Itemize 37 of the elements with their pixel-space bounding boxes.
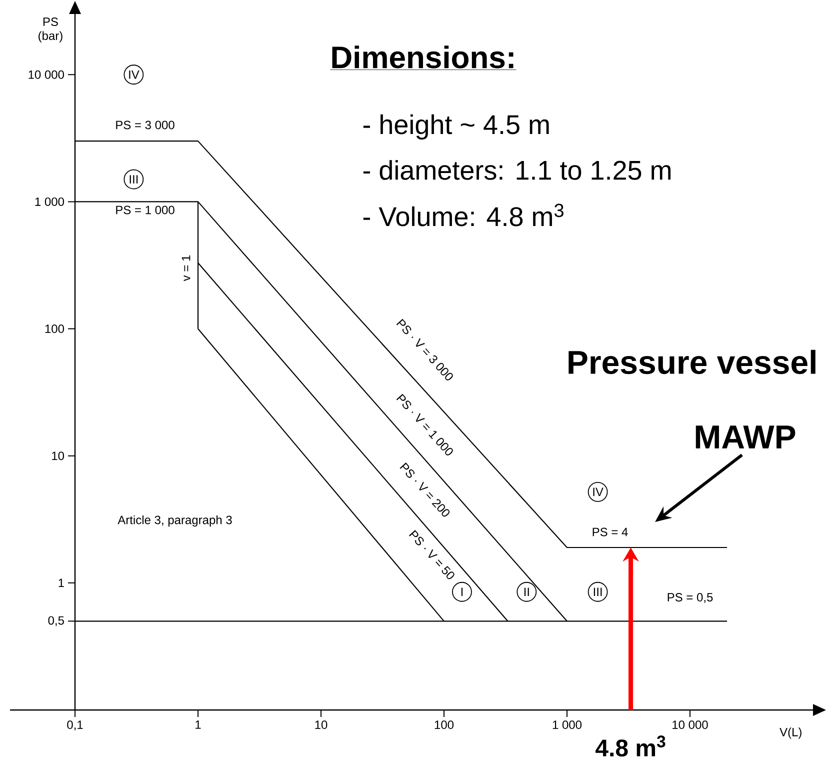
annotation: II	[524, 588, 529, 596]
y-axis-title: PS (bar)	[38, 18, 62, 42]
annotation: v = 1	[182, 255, 190, 282]
annotation: PS · V = 3 000	[396, 318, 453, 380]
y-tick-label: 10 000	[28, 70, 64, 79]
annotation: Dimensions:	[332, 46, 514, 68]
annotation: Article 3, paragraph 3	[118, 515, 232, 527]
x-tick-label: 10 000	[672, 720, 708, 729]
annotation: III	[130, 175, 138, 184]
x-axis-title: V(L)	[780, 728, 802, 739]
y-tick-label: 10	[52, 452, 64, 460]
x-tick-label: 1	[196, 720, 201, 729]
annotation: - Volume: 4.8 m$^{3}$	[363, 204, 564, 226]
annotation: PS · V = 1 000	[396, 394, 453, 456]
annotation: I	[461, 588, 463, 596]
annotation: PS = 1 000	[116, 206, 174, 214]
annotation: III	[594, 588, 602, 596]
annotation: IV	[593, 488, 604, 496]
annotation: PS = 3 000	[116, 120, 174, 130]
y-tick-label: 100	[45, 324, 64, 334]
x-tick-label: 0,1	[67, 720, 83, 730]
y-tick-label: 0,5	[48, 616, 64, 626]
y-tick-label: 1 000	[35, 197, 64, 206]
annotation: PS = 0,5	[668, 593, 713, 603]
y-tick-label: 1	[58, 578, 64, 588]
annotation: PS · V = 200	[400, 462, 450, 517]
x-tick-label: 100	[434, 720, 454, 729]
x-tick-label: 1 000	[552, 720, 582, 729]
annotation: MAWP	[696, 426, 796, 448]
x-tick-label: 10	[315, 720, 328, 729]
annotation: - diameters: 1.1 to 1.25 m	[363, 160, 671, 180]
annotation: PS = 4	[592, 528, 628, 536]
annotation: 4.8 m$^{3}$	[596, 736, 666, 757]
annotation: PS · V = 50	[408, 530, 454, 580]
annotation: - height ~ 4.5 m	[363, 114, 549, 140]
annotation: IV	[129, 70, 140, 79]
annotation: Pressure vessel	[568, 350, 816, 374]
